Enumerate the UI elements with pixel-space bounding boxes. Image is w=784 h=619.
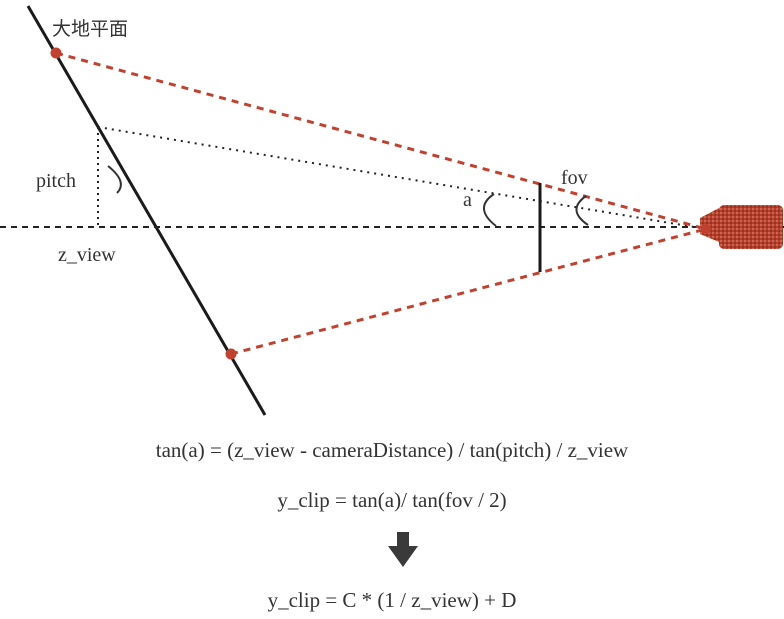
a-label: a (463, 189, 472, 211)
arrow-down-icon (388, 532, 418, 567)
a-angle-arc (483, 193, 497, 227)
lower-intersection-point (225, 348, 237, 360)
upper-intersection-point (50, 47, 62, 59)
ground-plane-label: 大地平面 (52, 18, 129, 40)
dotted-ray (97, 126, 707, 230)
camera-icon (700, 205, 783, 249)
ground-plane-line (26, 5, 267, 416)
formula-y-clip-linear: y_clip = C * (1 / z_view) + D (267, 588, 517, 612)
formula-y-clip: y_clip = tan(a)/ tan(fov / 2) (277, 488, 507, 512)
z-view-label: z_view (58, 244, 116, 266)
formula-tan-a: tan(a) = (z_view - cameraDistance) / tan… (155, 438, 629, 462)
upper-fov-ray (55, 51, 707, 231)
pitch-label: pitch (36, 170, 76, 192)
fov-label: fov (561, 167, 588, 189)
lower-fov-ray (230, 227, 707, 356)
fov-angle-arc (575, 195, 589, 226)
pitch-angle-arc (107, 165, 122, 194)
camera-point (701, 224, 711, 234)
